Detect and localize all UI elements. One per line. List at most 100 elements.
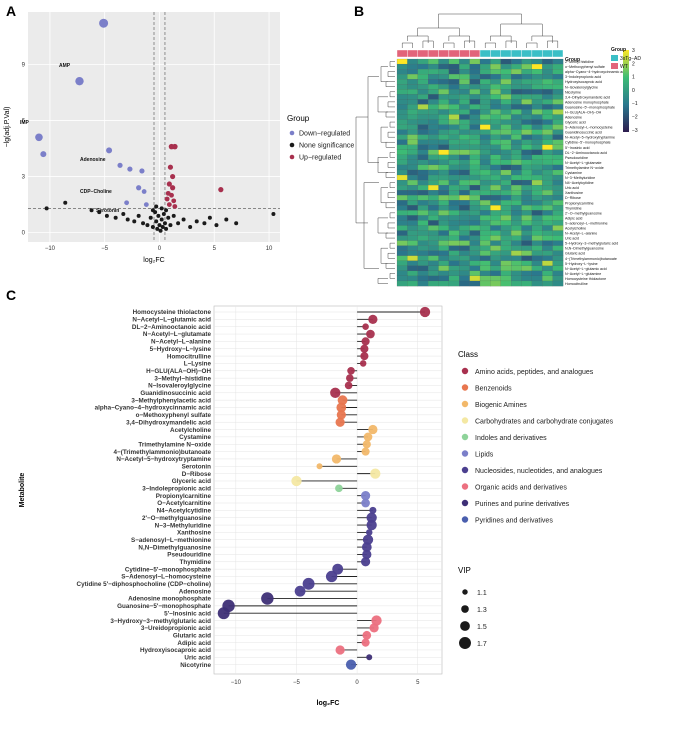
heatmap-cell	[542, 235, 553, 241]
heatmap-cell	[417, 255, 429, 262]
class-legend-key	[461, 367, 469, 375]
heatmap-cell	[417, 154, 429, 161]
volcano-point	[188, 225, 193, 230]
volcano-point	[224, 217, 229, 222]
heatmap-cell	[511, 89, 522, 95]
heatmap-row-label: 3−Indolepropionic acid	[565, 75, 601, 79]
heatmap-row-label: Guanosine−5'−monophosphate	[565, 105, 615, 109]
heatmap-cell	[417, 84, 429, 90]
dendrogram-link	[385, 81, 395, 87]
heatmap-cell	[459, 230, 470, 236]
heatmap-cell	[490, 124, 502, 130]
heatmap-cell	[469, 215, 481, 221]
lollipop-point	[370, 468, 381, 479]
heatmap-row-label: Cystamine	[565, 171, 582, 175]
lollipop-point	[332, 563, 344, 575]
dendrogram-link	[401, 42, 413, 48]
heatmap-cell	[552, 220, 564, 226]
heatmap-cell	[438, 190, 450, 196]
heatmap-cell	[428, 159, 439, 166]
annot-adenosine: Adenosine	[80, 157, 106, 163]
annot-amp: AMP	[59, 63, 71, 69]
lollipop-point	[362, 534, 374, 545]
heatmap-cell	[438, 179, 450, 186]
heatmap-cell	[552, 275, 564, 282]
lollipop-metabolite-labels: Homocysteine thiolactoneN−Acetyl−L−gluta…	[77, 309, 212, 669]
heatmap-cells	[396, 58, 564, 287]
heatmap-cell	[438, 225, 450, 231]
lollipop-x-ticks: −10 −5 0 5	[231, 680, 420, 686]
heatmap-cell	[417, 69, 429, 75]
heatmap-cell	[490, 245, 502, 251]
heatmap-cell	[448, 260, 460, 267]
heatmap-cell	[500, 74, 512, 80]
heatmap-cell	[531, 230, 543, 236]
heatmap-cell	[500, 164, 512, 171]
heatmap-cell	[521, 280, 533, 287]
heatmap-cell	[459, 124, 470, 130]
heatmap-cell	[511, 270, 522, 277]
heatmap-cell	[500, 104, 512, 110]
heatmap-cell	[490, 255, 502, 262]
vip-legend: 1.1 1.3 1.5 1.7	[459, 589, 487, 649]
heatmap-cell	[438, 109, 450, 115]
metabolite-label: Serotonin	[182, 463, 212, 470]
heatmap-cell	[479, 205, 491, 211]
heatmap-cell	[407, 195, 419, 201]
heatmap-cell	[438, 154, 450, 161]
volcano-x-tick: −10	[45, 246, 56, 252]
heatmap-cell	[531, 205, 543, 211]
heatmap-cell	[490, 230, 502, 236]
heatmap-cell	[428, 270, 439, 277]
heatmap-cell	[531, 129, 543, 135]
heatmap-cell	[552, 265, 564, 272]
heatmap-cell	[428, 179, 439, 186]
heatmap-group-legend: 3xTg−AD WT	[611, 55, 641, 70]
heatmap-cell	[490, 79, 502, 85]
heatmap-cell	[417, 139, 429, 146]
heatmap-cell	[428, 220, 439, 226]
heatmap-cell	[396, 174, 408, 181]
heatmap-cell	[396, 230, 408, 236]
heatmap-cell	[417, 144, 429, 151]
heatmap-cell	[448, 89, 460, 95]
heatmap-cell	[438, 280, 450, 287]
heatmap-cell	[438, 195, 450, 201]
heatmap-cell	[428, 89, 439, 95]
heatmap-cell	[542, 84, 553, 90]
lollipop-point	[369, 506, 377, 514]
heatmap-cell	[511, 119, 522, 125]
vip-legend-label: 1.7	[477, 641, 487, 648]
column-dendrogram	[401, 13, 559, 48]
heatmap-cell	[542, 190, 553, 196]
group-legend-label: WT	[620, 64, 628, 70]
heatmap-cell	[428, 74, 439, 80]
heatmap-row-label: Cytidine−5'−monophosphate	[565, 141, 611, 145]
heatmap-cell	[542, 114, 553, 120]
heatmap-cell	[396, 270, 408, 277]
heatmap-cell	[552, 179, 564, 186]
heatmap-cell	[417, 195, 429, 201]
lollipop-point	[360, 352, 369, 361]
heatmap-cell	[407, 200, 419, 206]
heatmap-cell	[417, 134, 429, 140]
heatmap-cell	[542, 124, 553, 130]
heatmap-cell	[500, 250, 512, 257]
heatmap-cell	[479, 255, 491, 262]
heatmap-cell	[552, 119, 564, 125]
dendrogram-link	[387, 252, 395, 259]
heatmap-cell	[479, 270, 491, 277]
heatmap-cell	[459, 154, 470, 161]
heatmap-cell	[448, 63, 460, 70]
heatmap-cell	[396, 200, 408, 206]
heatmap-cell	[490, 89, 502, 95]
heatmap-row-label: S−Adenosyl−L−homocysteine	[565, 126, 613, 130]
dendrogram-link	[367, 76, 379, 163]
volcano-point	[158, 228, 163, 233]
heatmap-row-label: DL−2−Aminooctanoic acid	[565, 151, 607, 155]
panel-a-letter: A	[6, 3, 16, 19]
heatmap-cell	[490, 260, 502, 267]
heatmap-cell	[417, 215, 429, 221]
heatmap-cell	[500, 129, 512, 135]
heatmap-cell	[428, 119, 439, 125]
